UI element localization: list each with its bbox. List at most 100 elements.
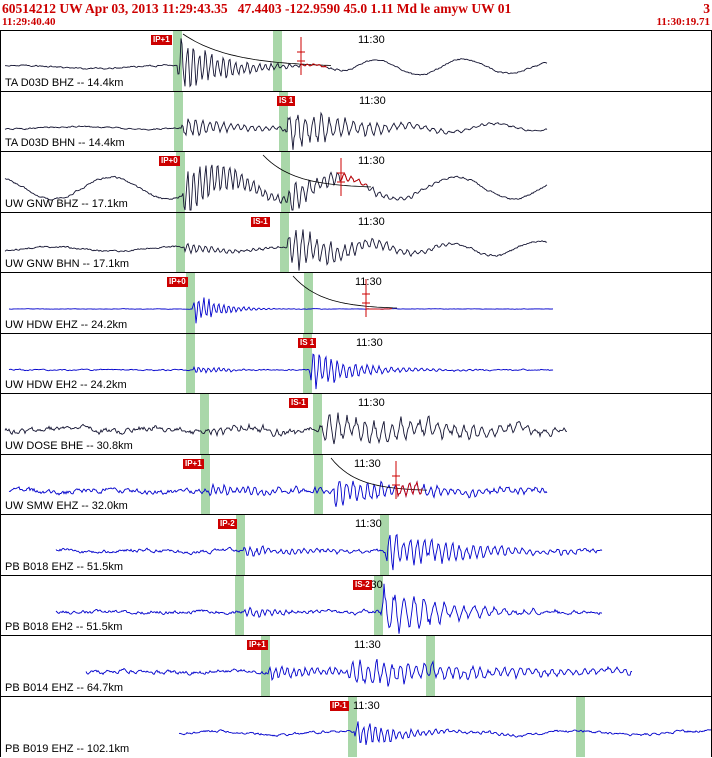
phase-pick-flag[interactable]: IP+1 <box>247 640 268 650</box>
waveform-svg[interactable] <box>1 576 711 636</box>
time-tick-label: 11:30 <box>353 699 380 712</box>
event-header-line: 60514212 UW Apr 03, 2013 11:29:43.35 47.… <box>2 1 710 17</box>
phase-pick-flag[interactable]: IP+1 <box>183 458 204 469</box>
trace-panel-5[interactable]: IP+0 11:30 UW HDW EHZ -- 24.2km <box>1 273 711 334</box>
waveform-svg[interactable] <box>1 31 711 91</box>
waveform-svg[interactable] <box>1 152 711 212</box>
phase-pick-flag[interactable]: IS-1 <box>251 216 270 227</box>
pick-highlight-band <box>235 575 244 635</box>
trace-panel-4[interactable]: IS-1 11:30 UW GNW BHN -- 17.1km <box>1 212 711 273</box>
waveform-svg[interactable] <box>1 515 711 575</box>
pick-highlight-band <box>314 454 323 514</box>
seismogram-trace <box>55 533 603 571</box>
time-tick-label: 11:30 <box>359 94 386 107</box>
coda-pick-marker[interactable] <box>297 37 305 75</box>
seismogram-trace <box>178 720 711 745</box>
window-end-time: 11:30:19.71 <box>656 16 710 28</box>
time-tick-label: 11:30 <box>358 155 385 167</box>
waveform-svg[interactable] <box>1 213 711 273</box>
phase-pick-flag[interactable]: IP+0 <box>159 156 180 166</box>
trace-panel-7[interactable]: IS-1 11:30 UW DOSE BHE -- 30.8km <box>1 394 711 455</box>
phase-pick-flag[interactable]: IP-2 <box>218 519 237 529</box>
pick-highlight-band <box>176 212 185 272</box>
phase-pick-flag[interactable]: IS-2 <box>353 579 372 590</box>
phase-pick-flag[interactable]: IP-1 <box>330 700 349 711</box>
time-tick-label: 11:30 <box>358 34 385 46</box>
pick-highlight-band <box>201 454 210 514</box>
time-window-line: 11:29:40.40 11:30:19.71 <box>2 16 710 28</box>
waveform-svg[interactable] <box>1 273 711 333</box>
time-tick-label: 11:30 <box>354 639 381 651</box>
time-tick-label: 11:30 <box>354 457 381 470</box>
time-tick-label: 11:30 <box>358 215 385 228</box>
coda-trace-segment <box>300 63 328 68</box>
coda-pick-marker[interactable] <box>362 279 370 317</box>
pick-highlight-band <box>236 515 245 575</box>
seismogram-trace <box>8 479 548 507</box>
waveform-svg[interactable] <box>1 455 711 515</box>
pick-highlight-band <box>426 636 435 696</box>
header: 60514212 UW Apr 03, 2013 11:29:43.35 47.… <box>0 0 712 30</box>
trace-panel-1[interactable]: IP+1 11:30 TA D03D BHZ -- 14.4km <box>1 31 711 92</box>
pick-highlight-band <box>174 91 183 151</box>
phase-pick-flag[interactable]: IP+1 <box>151 35 172 45</box>
station-label: PB B019 EHZ -- 102.1km <box>5 743 130 755</box>
pick-highlight-band <box>303 333 312 393</box>
station-label: UW HDW EHZ -- 24.2km <box>5 318 128 331</box>
phase-pick-flag[interactable]: IP+0 <box>167 277 188 287</box>
pick-highlight-band <box>313 394 322 454</box>
waveform-svg[interactable] <box>1 92 711 152</box>
pick-highlight-band <box>380 515 389 575</box>
coda-trace-segment <box>365 308 392 310</box>
station-label: UW HDW EH2 -- 24.2km <box>5 379 127 391</box>
waveform-svg[interactable] <box>1 334 711 394</box>
station-label: UW GNW BHZ -- 17.1km <box>5 197 128 210</box>
time-tick-label: 11:30 <box>355 518 382 530</box>
pick-highlight-band <box>186 333 195 393</box>
station-label: PB B018 EHZ -- 51.5km <box>5 560 123 573</box>
station-label: TA D03D BHZ -- 14.4km <box>5 76 124 89</box>
coda-decay-envelope <box>182 33 332 66</box>
phase-pick-flag[interactable]: IS-1 <box>289 398 308 408</box>
trace-panel-6[interactable]: IS 1 11:30 UW HDW EH2 -- 24.2km <box>1 333 711 394</box>
pick-highlight-band <box>200 394 209 454</box>
phase-pick-flag[interactable]: IS 1 <box>298 337 317 348</box>
seismogram-trace <box>4 412 568 445</box>
trace-panel-3[interactable]: IP+0 11:30 UW GNW BHZ -- 17.1km <box>1 152 711 213</box>
coda-pick-marker[interactable] <box>392 460 400 499</box>
pick-highlight-band <box>176 152 185 212</box>
station-label: UW SMW EHZ -- 32.0km <box>5 500 128 512</box>
waveform-svg[interactable] <box>1 394 711 454</box>
seismogram-trace <box>4 111 548 150</box>
pick-highlight-band <box>576 696 585 757</box>
trace-panel-2[interactable]: IS 1 11:30 TA D03D BHN -- 14.4km <box>1 91 711 152</box>
seismogram-trace <box>8 297 554 324</box>
seismogram-trace <box>85 658 633 687</box>
trace-plot-area: IP+1 11:30 TA D03D BHZ -- 14.4km IS 1 11:30 T… <box>0 30 712 757</box>
station-label: PB B018 EH2 -- 51.5km <box>5 621 123 633</box>
pick-highlight-band <box>304 273 313 333</box>
station-label: UW GNW BHN -- 17.1km <box>5 258 130 270</box>
event-summary: 60514212 UW Apr 03, 2013 11:29:43.35 47.… <box>2 1 512 16</box>
trace-panel-9[interactable]: IP-2 11:30 PB B018 EHZ -- 51.5km <box>1 515 711 576</box>
seismogram-trace <box>4 228 548 271</box>
trace-panel-8[interactable]: IP+1 11:30 UW SMW EHZ -- 32.0km <box>1 454 711 515</box>
seismogram-trace <box>8 352 554 389</box>
seismogram-trace <box>4 164 548 211</box>
pick-highlight-band <box>280 212 289 272</box>
waveform-svg[interactable] <box>1 636 711 696</box>
trace-panel-12[interactable]: IP-1 11:30 PB B019 EHZ -- 102.1km <box>1 696 711 757</box>
seismogram-trace <box>55 583 603 634</box>
time-tick-label: 11:30 <box>356 336 383 349</box>
window-start-time: 11:29:40.40 <box>2 16 56 28</box>
pick-highlight-band <box>279 91 288 151</box>
phase-pick-flag[interactable]: IS 1 <box>277 95 296 106</box>
pick-highlight-band <box>173 31 182 91</box>
coda-trace-segment <box>340 173 368 186</box>
waveform-svg[interactable] <box>1 697 711 757</box>
trace-panel-11[interactable]: IP+1 11:30 PB B014 EHZ -- 64.7km <box>1 636 711 697</box>
coda-pick-marker[interactable] <box>337 158 345 196</box>
coda-decay-envelope <box>262 154 372 188</box>
